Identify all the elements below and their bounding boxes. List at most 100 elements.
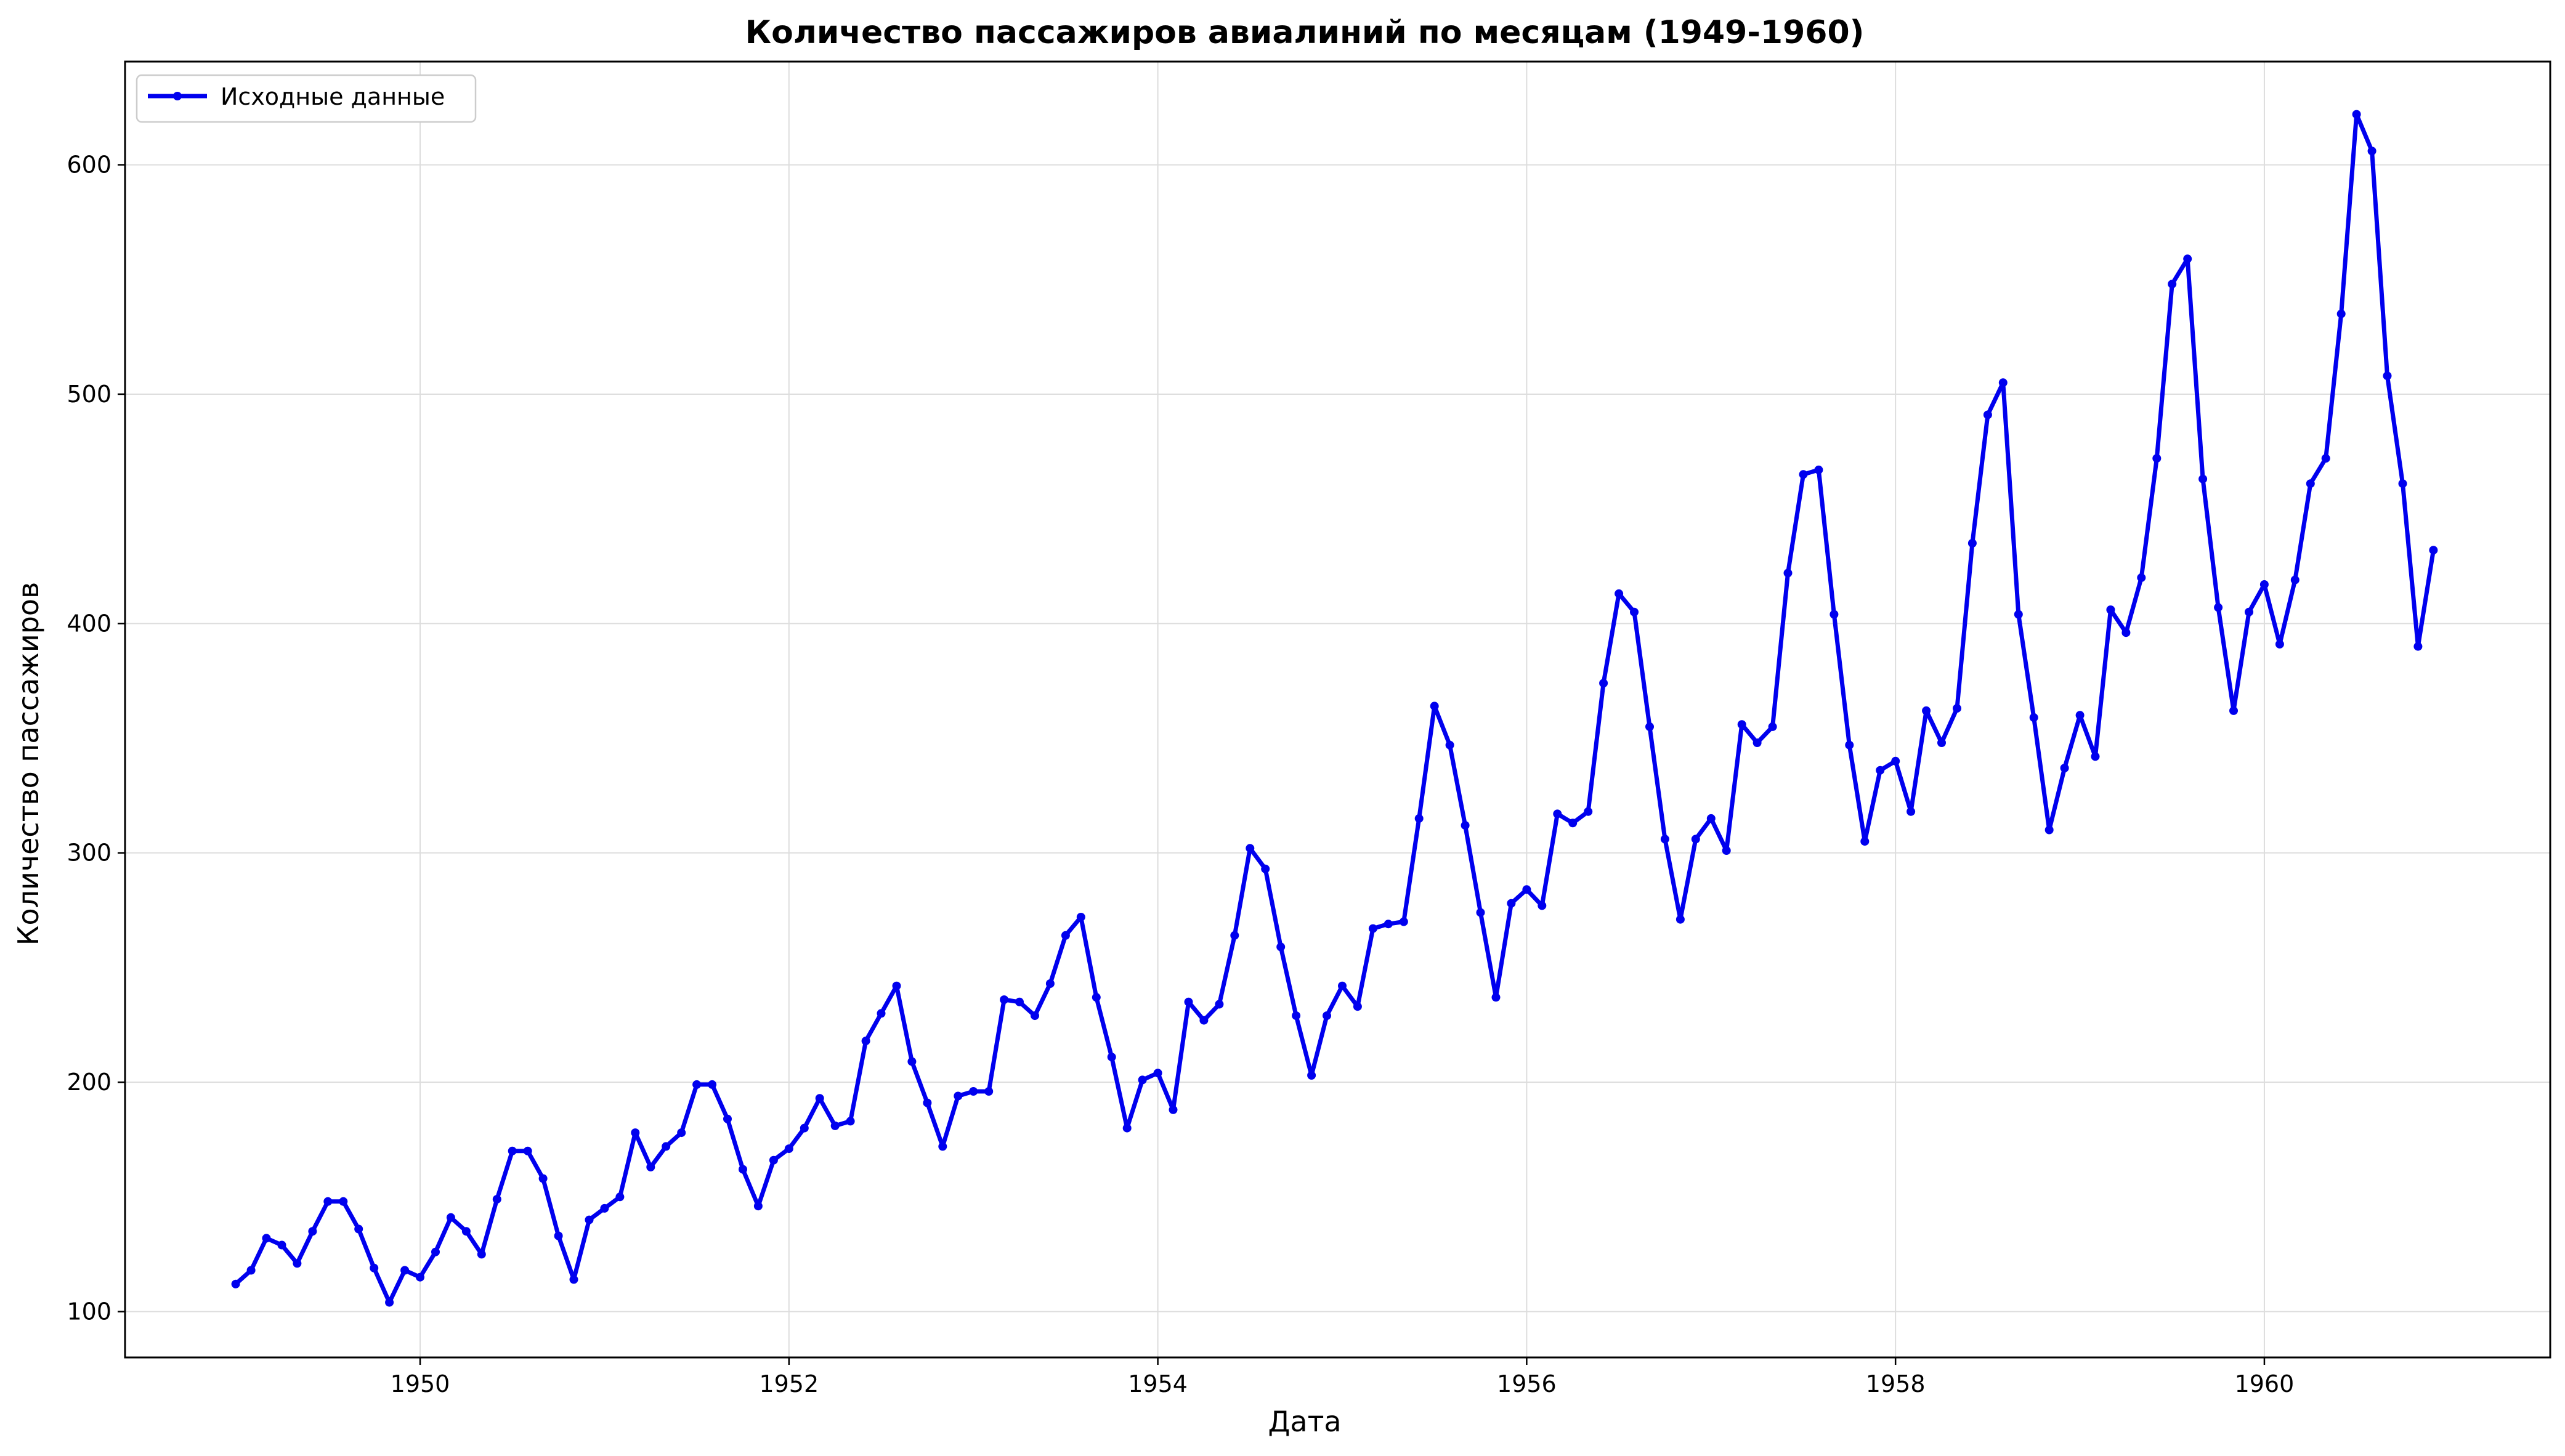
data-point [2352, 110, 2361, 119]
data-point [861, 1037, 870, 1046]
data-point [846, 1117, 855, 1126]
legend: Исходные данные [136, 74, 477, 123]
legend-marker-sample [173, 92, 182, 100]
data-point [523, 1146, 532, 1155]
data-point [2245, 607, 2253, 617]
data-point [1983, 410, 1992, 419]
data-point [1430, 702, 1439, 711]
data-point [1753, 738, 1762, 747]
data-point [1476, 908, 1485, 917]
data-point [1953, 704, 1961, 713]
data-point [1553, 809, 1562, 819]
data-point [1876, 766, 1885, 775]
data-point [677, 1128, 686, 1138]
data-point [1783, 568, 1793, 578]
data-point [1599, 679, 1608, 688]
x-axis-label: Дата [1268, 1405, 1341, 1438]
data-point [2168, 280, 2177, 289]
y-tick-label: 300 [67, 839, 111, 867]
data-point [2075, 711, 2085, 720]
data-point [246, 1266, 256, 1275]
data-point [2137, 573, 2146, 582]
y-axis-label: Количество пассажиров [12, 582, 45, 945]
data-point [1153, 1069, 1162, 1078]
data-point [1568, 819, 1578, 828]
data-point [277, 1240, 286, 1250]
data-point [1107, 1053, 1116, 1062]
data-point [830, 1121, 840, 1130]
data-point [1860, 837, 1870, 846]
data-point [461, 1227, 471, 1236]
y-tick-label: 600 [67, 152, 111, 179]
data-point [2091, 752, 2100, 761]
data-point [231, 1279, 240, 1288]
data-point [2306, 479, 2315, 488]
data-point [1584, 807, 1593, 816]
data-point [1323, 1011, 1331, 1021]
chart-title: Количество пассажиров авиалиний по месяц… [745, 14, 1865, 51]
data-point [1276, 942, 1286, 952]
data-point [1215, 1000, 1224, 1009]
data-point [708, 1080, 717, 1089]
data-point [984, 1087, 994, 1096]
data-point [1660, 835, 1669, 844]
data-point [370, 1263, 379, 1272]
data-point [1830, 610, 1839, 619]
data-point [2152, 454, 2162, 463]
data-point [877, 1009, 886, 1018]
data-point [2398, 479, 2407, 488]
data-point [938, 1142, 947, 1151]
data-point [631, 1128, 640, 1138]
data-point [400, 1266, 410, 1275]
data-point [1615, 589, 1624, 598]
data-point [1061, 931, 1070, 940]
data-point [508, 1146, 517, 1155]
data-point [293, 1259, 302, 1268]
data-point [1246, 844, 1255, 853]
data-point [2413, 642, 2423, 651]
x-tick-label: 1954 [1128, 1370, 1188, 1397]
data-point [2198, 474, 2208, 483]
data-point [1768, 722, 1777, 731]
data-point [2060, 764, 2069, 772]
data-point [1645, 722, 1654, 731]
data-point [1845, 740, 1854, 750]
data-point [2044, 825, 2054, 835]
y-tick-label: 500 [67, 381, 111, 408]
data-point [308, 1227, 317, 1236]
data-point [1814, 465, 1823, 474]
data-point [753, 1202, 763, 1211]
data-point [907, 1057, 917, 1066]
data-point [1967, 539, 1977, 548]
data-point [1891, 756, 1900, 766]
data-point [323, 1197, 333, 1206]
data-point [1676, 915, 1685, 924]
data-point [1368, 924, 1377, 933]
data-point [446, 1213, 455, 1222]
data-point [554, 1231, 563, 1240]
data-point [2229, 706, 2238, 715]
data-point [1045, 979, 1055, 988]
data-point [662, 1142, 671, 1151]
legend-entry-label: Исходные данные [221, 83, 445, 110]
data-point [1000, 995, 1009, 1005]
data-point [1937, 738, 1946, 747]
data-point [2183, 254, 2192, 264]
data-point [1538, 901, 1547, 910]
data-point [2121, 628, 2131, 637]
data-point [569, 1275, 578, 1284]
data-point [769, 1155, 778, 1165]
data-point [2029, 713, 2038, 722]
data-point [2275, 639, 2284, 649]
data-point [2014, 610, 2023, 619]
data-point [1522, 885, 1531, 894]
data-point [416, 1272, 424, 1282]
data-point [723, 1114, 732, 1123]
data-point [600, 1203, 609, 1213]
data-point [892, 981, 901, 990]
axis-ticks: 1950 1952 1954 1956 1958 1960 100 200 300 400 500 6… [67, 152, 2294, 1397]
plot-area-frame [124, 60, 2551, 1359]
data-point [585, 1215, 594, 1224]
data-point [1507, 899, 1516, 908]
